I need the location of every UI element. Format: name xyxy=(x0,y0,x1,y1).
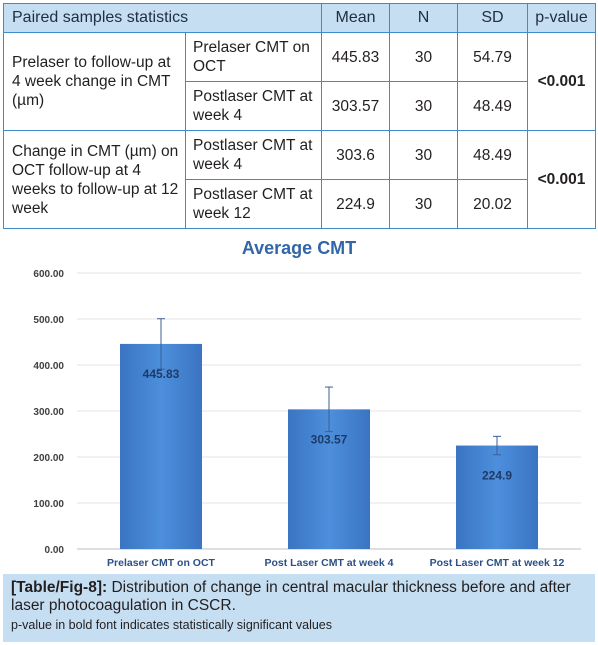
group-label: Prelaser to follow-up at 4 week change i… xyxy=(3,32,186,131)
sd-cell: 48.49 xyxy=(457,130,528,180)
n-cell: 30 xyxy=(389,32,458,82)
y-tick-label: 400.00 xyxy=(33,361,64,372)
sd-cell: 48.49 xyxy=(457,81,528,131)
y-tick-label: 0.00 xyxy=(45,545,65,556)
figure-caption: [Table/Fig-8]: Distribution of change in… xyxy=(3,574,595,642)
y-tick-label: 100.00 xyxy=(33,499,64,510)
mean-cell: 224.9 xyxy=(321,179,390,229)
mean-cell: 303.57 xyxy=(321,81,390,131)
p-value-cell: <0.001 xyxy=(527,32,596,131)
bar xyxy=(288,409,370,549)
mean-cell: 303.6 xyxy=(321,130,390,180)
bar xyxy=(120,343,202,549)
n-cell: 30 xyxy=(389,81,458,131)
p-value-cell: <0.001 xyxy=(527,130,596,229)
n-cell: 30 xyxy=(389,130,458,180)
variable-cell: Postlaser CMT at week 4 xyxy=(185,130,322,180)
y-tick-label: 600.00 xyxy=(33,269,64,280)
chart-title: Average CMT xyxy=(242,238,356,258)
data-label: 224.9 xyxy=(482,469,512,483)
table-row: Postlaser CMT at week 12 224.9 30 20.02 xyxy=(4,179,596,229)
sd-cell: 54.79 xyxy=(457,32,528,82)
data-label: 303.57 xyxy=(311,432,348,446)
header-p-value: p-value xyxy=(527,3,596,33)
n-cell: 30 xyxy=(389,179,458,229)
bars: 445.83 Prelaser CMT on OCT 303.57 Post Lase… xyxy=(107,318,565,569)
variable-cell: Postlaser CMT at week 12 xyxy=(185,179,322,229)
table-row: Change in CMT (µm) on OCT follow-up at 4… xyxy=(3,130,596,229)
y-tick-label: 200.00 xyxy=(33,453,64,464)
variable-cell: Prelaser CMT on OCT xyxy=(185,32,322,82)
header-paired-samples: Paired samples statistics xyxy=(3,3,322,33)
chart-svg: Average CMT 0.00 100.00 200.00 300.00 400.00… xyxy=(33,238,581,569)
y-tick-label: 300.00 xyxy=(33,407,64,418)
table-row: Postlaser CMT at week 4 303.57 30 48.49 xyxy=(4,81,596,131)
caption-text: Distribution of change in central macula… xyxy=(11,579,571,614)
header-n: N xyxy=(389,3,458,33)
header-mean: Mean xyxy=(321,3,390,33)
caption-text-block: [Table/Fig-8]: Distribution of change in… xyxy=(11,579,587,615)
caption-note: p-value in bold font indicates statistic… xyxy=(11,618,333,632)
x-category-label: Post Laser CMT at week 12 xyxy=(430,557,565,569)
average-cmt-chart: Average CMT 0.00 100.00 200.00 300.00 400.00… xyxy=(3,236,595,574)
data-label: 445.83 xyxy=(143,367,180,381)
variable-cell: Postlaser CMT at week 4 xyxy=(185,81,322,131)
header-sd: SD xyxy=(457,3,528,33)
bar xyxy=(456,445,538,549)
x-category-label: Post Laser CMT at week 4 xyxy=(265,557,394,569)
table-header-row: Paired samples statistics Mean N SD p-va… xyxy=(3,3,596,33)
x-category-label: Prelaser CMT on OCT xyxy=(107,557,216,569)
table-row: Prelaser to follow-up at 4 week change i… xyxy=(3,32,596,131)
sd-cell: 20.02 xyxy=(457,179,528,229)
y-tick-label: 500.00 xyxy=(33,315,64,326)
paired-samples-table: Paired samples statistics Mean N SD p-va… xyxy=(3,3,596,229)
group-label: Change in CMT (µm) on OCT follow-up at 4… xyxy=(3,130,186,229)
caption-reference: [Table/Fig-8]: xyxy=(11,579,108,596)
mean-cell: 445.83 xyxy=(321,32,390,82)
